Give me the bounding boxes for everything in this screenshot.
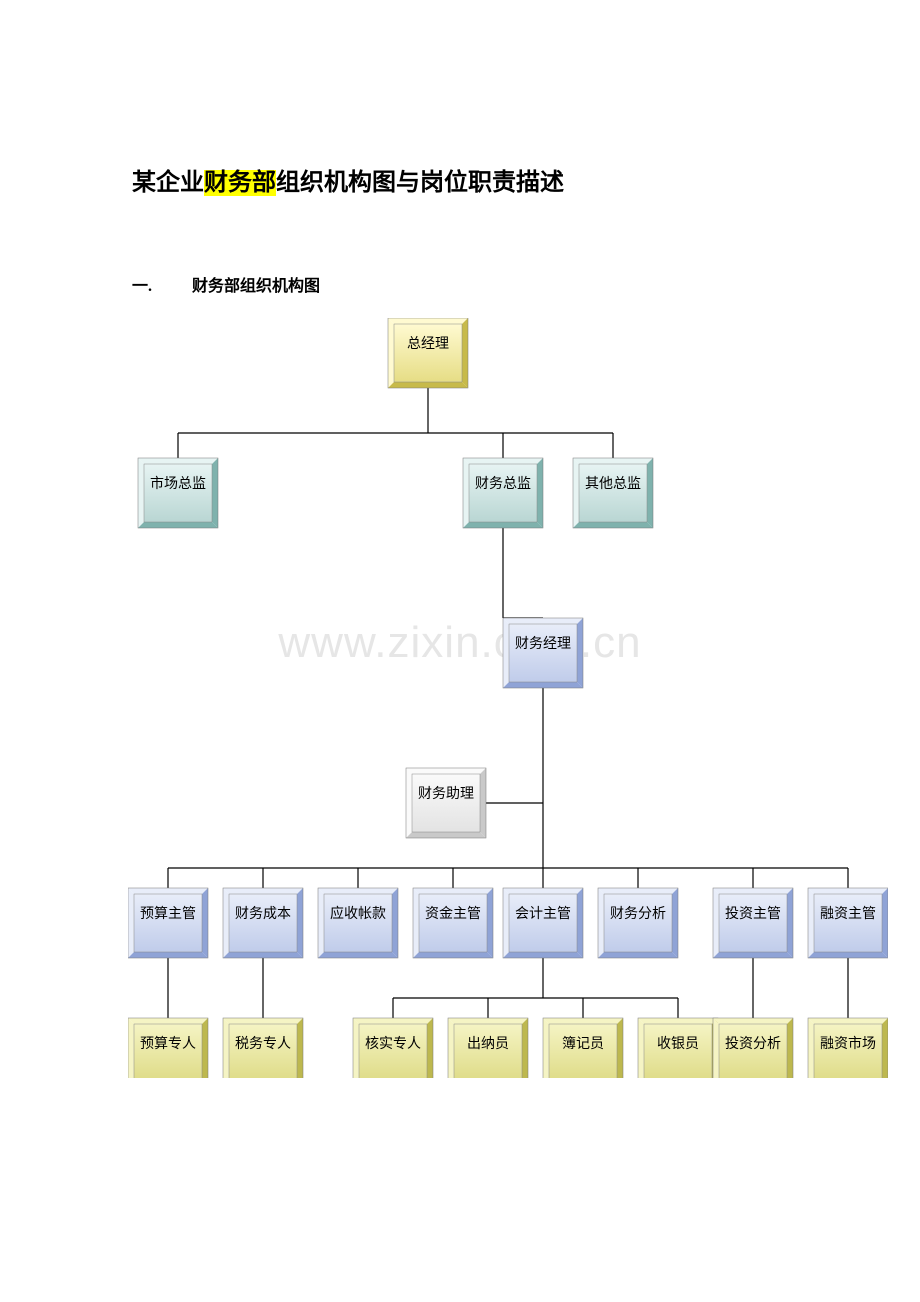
org-node-b4: 出纳员 [448,1018,528,1078]
org-node-s8: 融资主管 [808,888,888,958]
title-suffix: 组织机构图与岗位职责描述 [276,170,564,196]
title-prefix: 某企业 [132,170,204,196]
svg-text:出纳员: 出纳员 [467,1036,509,1052]
svg-text:财务经理: 财务经理 [515,636,571,652]
org-node-b3: 核实专人 [353,1018,433,1078]
org-node-gm: 总经理 [388,318,468,388]
svg-text:预算专人: 预算专人 [140,1036,196,1052]
svg-text:财务成本: 财务成本 [235,906,291,922]
org-node-cfo: 财务总监 [463,458,543,528]
svg-text:市场总监: 市场总监 [150,475,206,492]
org-node-s3: 应收帐款 [318,888,398,958]
svg-text:融资市场: 融资市场 [820,1035,876,1052]
title-highlight: 财务部 [204,170,276,196]
svg-text:簿记员: 簿记员 [562,1036,604,1052]
svg-text:融资主管: 融资主管 [820,906,876,922]
org-node-b1: 预算专人 [128,1018,208,1078]
svg-text:会计主管: 会计主管 [515,906,571,922]
section-heading: 一.财务部组织机构图 [132,272,320,296]
section-number: 一. [132,272,192,296]
org-node-fm: 财务经理 [503,618,583,688]
org-node-b5: 簿记员 [543,1018,623,1078]
svg-text:其他总监: 其他总监 [585,476,641,492]
org-node-s2: 财务成本 [223,888,303,958]
svg-text:投资分析: 投资分析 [725,1036,781,1052]
svg-text:应收帐款: 应收帐款 [330,905,386,922]
org-node-s6: 财务分析 [598,888,678,958]
org-node-s4: 资金主管 [413,888,493,958]
section-title: 财务部组织机构图 [192,278,320,295]
org-node-s5: 会计主管 [503,888,583,958]
org-node-s7: 投资主管 [713,888,793,958]
org-node-fa: 财务助理 [406,768,486,838]
document-title: 某企业财务部组织机构图与岗位职责描述 [132,162,564,197]
svg-text:财务分析: 财务分析 [610,906,666,922]
org-node-b6: 收银员 [638,1018,718,1078]
svg-text:总经理: 总经理 [407,336,449,352]
org-node-b7: 投资分析 [713,1018,793,1078]
org-node-oth: 其他总监 [573,458,653,528]
org-node-mkt: 市场总监 [138,458,218,528]
org-chart-nodes: 总经理市场总监 财务总监 其他总监财务经理财务助理预算主管 财务成本 应收帐款 资金主管 会… [128,318,888,1078]
org-chart: 总经理市场总监 财务总监 其他总监财务经理财务助理预算主管 财务成本 应收帐款 资金主管 会… [128,318,888,1078]
svg-text:投资主管: 投资主管 [725,906,781,922]
org-node-b2: 税务专人 [223,1018,303,1078]
svg-text:财务助理: 财务助理 [418,786,474,802]
svg-text:资金主管: 资金主管 [425,906,481,922]
document-page: www.zixin.com.cn 某企业财务部组织机构图与岗位职责描述 一.财务… [0,0,920,1302]
svg-text:税务专人: 税务专人 [235,1036,291,1052]
org-node-b8: 融资市场 [808,1018,888,1078]
svg-text:财务总监: 财务总监 [475,476,531,492]
svg-text:核实专人: 核实专人 [365,1036,421,1052]
svg-text:预算主管: 预算主管 [140,906,196,922]
org-node-s1: 预算主管 [128,888,208,958]
svg-text:收银员: 收银员 [657,1036,699,1052]
